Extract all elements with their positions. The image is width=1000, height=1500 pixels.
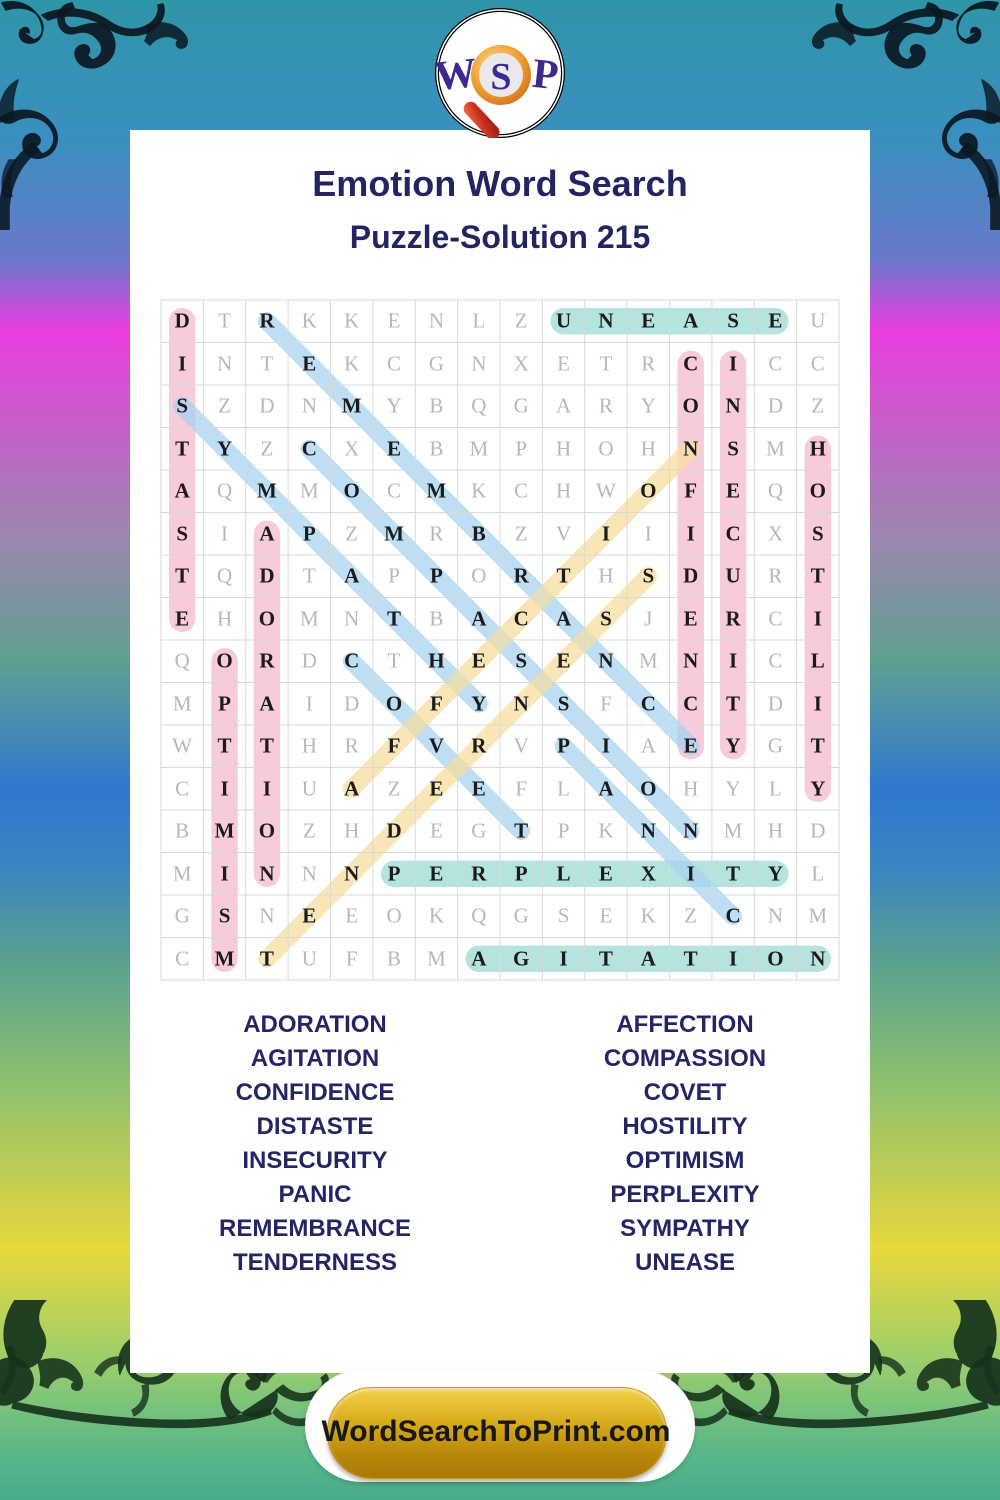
- svg-text:S: S: [490, 56, 511, 98]
- svg-text:P: P: [530, 51, 560, 99]
